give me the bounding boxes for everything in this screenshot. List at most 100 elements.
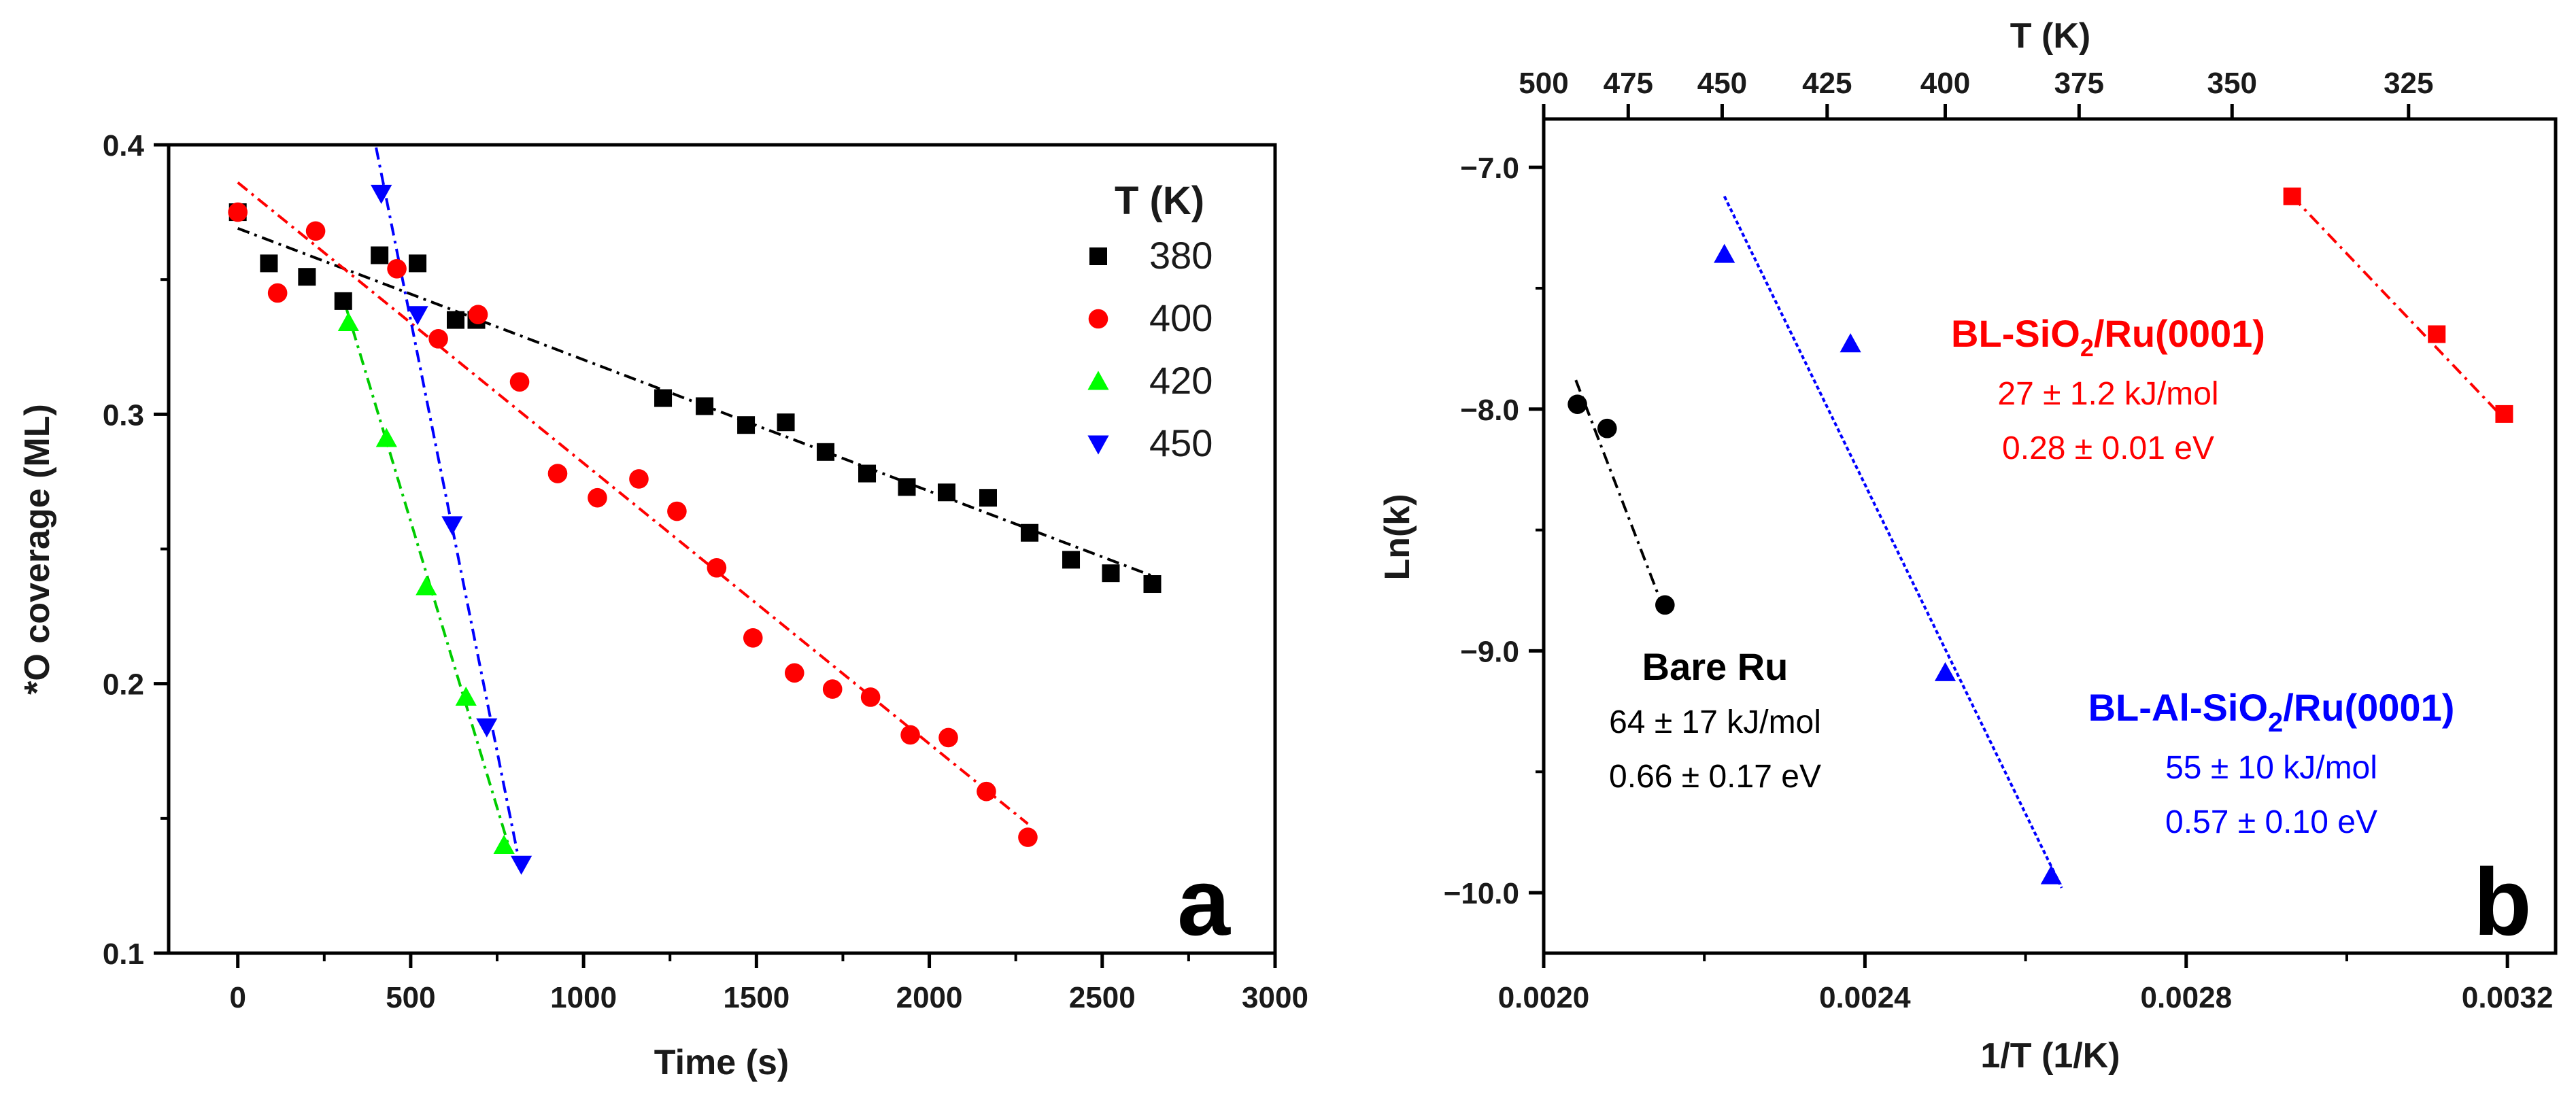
panel-a-legend-label-380: 380 <box>1149 234 1213 277</box>
panel-b-plot-frame <box>1542 117 2558 955</box>
panel-a-y-tick-label: 0.1 <box>103 938 144 971</box>
panel-a-legend-label-400: 400 <box>1149 296 1213 339</box>
panel-a-series-400-point-0 <box>228 202 248 222</box>
panel-a-series-380-point-14 <box>898 478 916 496</box>
panel-a-series-400-point-2 <box>305 221 326 241</box>
panel-a-series-380-point-9 <box>696 397 714 415</box>
panel-a-series-400-point-1 <box>267 283 288 303</box>
panel-a-series-400-point-17 <box>938 727 958 748</box>
panel-b-x-axis-label: 1/T (1/K) <box>1980 1036 2120 1076</box>
panel-a-series-380-point-11 <box>777 413 795 432</box>
panel-b-top-tick-label: 425 <box>1802 67 1852 100</box>
panel-a-x-tick-label: 500 <box>386 981 435 1014</box>
panel-a-series-380-point-10 <box>737 416 756 434</box>
panel-b-y-tick-label: −10.0 <box>1444 877 1519 910</box>
annotation-bl-sio2-title: BL-SiO2/Ru(0001) <box>1951 312 2265 362</box>
panel-a-series-380-point-1 <box>260 254 278 273</box>
panel-b-top-tick-label: 450 <box>1697 67 1747 100</box>
panel-a-series-400-point-14 <box>822 679 843 699</box>
panel-b-x-tick-label: 0.0020 <box>1498 981 1590 1014</box>
annotation-bare-ru: Bare Ru 64 ± 17 kJ/mol 0.66 ± 0.17 eV <box>1609 645 1821 795</box>
panel-a-series-380-point-18 <box>1062 551 1081 569</box>
panel-a-x-tick-label: 0 <box>229 981 245 1014</box>
panel-b: 0.0020 0.0024 0.0028 0.0032 −10.0 −9.0 −8.0 −7… <box>1378 16 2558 1076</box>
panel-b-top-tick-label: 500 <box>1519 67 1568 100</box>
panel-a-series-400-point-6 <box>509 372 530 392</box>
panel-a-x-ticks: 0 500 1000 1500 2000 2500 3000 <box>229 953 1308 1014</box>
panel-b-letter: b <box>2473 848 2532 955</box>
panel-a-series-400-point-15 <box>860 687 881 707</box>
annotation-bl-sio2-line-1: 27 ± 1.2 kJ/mol <box>1997 376 2218 412</box>
panel-b-top-ticks: 500 475 450 425 400 375 350 325 <box>1519 67 2434 119</box>
annotation-bare-ru-line-1: 64 ± 17 kJ/mol <box>1609 704 1821 740</box>
panel-a-series-420-point-4 <box>493 834 515 854</box>
panel-a-series-380-point-5 <box>409 254 427 273</box>
annotation-bl-al-sio2-line-1: 55 ± 10 kJ/mol <box>2165 750 2377 786</box>
panel-b-top-tick-label: 325 <box>2384 67 2433 100</box>
panel-b-series-1-point-1 <box>2428 325 2446 343</box>
annotation-bl-sio2-title-end: /Ru(0001) <box>2094 312 2265 355</box>
panel-b-y-tick-label: −7.0 <box>1460 152 1519 185</box>
panel-b-fit-line-2 <box>1723 195 2063 889</box>
panel-a-legend-label-420: 420 <box>1149 359 1213 402</box>
panel-b-y-ticks: −10.0 −9.0 −8.0 −7.0 <box>1444 152 1544 910</box>
panel-b-y-tick-label: −8.0 <box>1460 394 1519 427</box>
panel-a-series-400-point-11 <box>707 557 727 578</box>
panel-a-series-450-point-3 <box>476 718 498 738</box>
panel-b-fit-line-0 <box>1574 379 1667 613</box>
panel-b-y-tick-label: −9.0 <box>1460 635 1519 668</box>
panel-a-series-380-point-17 <box>1021 523 1039 542</box>
panel-a-y-axis-label: *O coverage (ML) <box>18 404 57 695</box>
panel-b-x-tick-label: 0.0028 <box>2140 981 2232 1014</box>
panel-a-series-380-point-16 <box>979 489 997 507</box>
panel-b-series-2-point-1 <box>1840 333 1861 353</box>
panel-a-series-380-point-2 <box>298 268 316 286</box>
panel-b-fit-line-1 <box>2291 195 2505 420</box>
panel-b-series-2-point-0 <box>1714 243 1735 263</box>
panel-a-x-tick-label: 1000 <box>550 981 617 1014</box>
panel-a-y-tick-label: 0.4 <box>103 129 145 162</box>
panel-a-series-400-point-10 <box>667 501 687 521</box>
panel-a-legend-marker-400-point-0 <box>1088 309 1108 329</box>
panel-b-points <box>1567 187 2513 884</box>
panel-a-series-450-point-1 <box>407 306 428 326</box>
panel-b-series-1-point-0 <box>2283 187 2301 205</box>
panel-a-x-axis-label: Time (s) <box>654 1043 789 1082</box>
panel-b-top-tick-label: 475 <box>1604 67 1653 100</box>
panel-b-series-0-point-1 <box>1597 418 1617 439</box>
panel-a-series-420-point-0 <box>337 311 359 332</box>
panel-a-fit-line-450 <box>375 147 523 873</box>
panel-a-points <box>228 184 1162 875</box>
panel-b-x-tick-label: 0.0024 <box>1819 981 1911 1014</box>
panel-a-x-tick-label: 3000 <box>1242 981 1308 1014</box>
panel-a-series-400-point-13 <box>784 663 804 683</box>
panel-b-y-axis-label: Ln(k) <box>1378 494 1417 580</box>
panel-a-fit-line-420 <box>343 303 513 854</box>
panel-a-legend: 380 400 420 450 <box>1087 234 1213 464</box>
panel-b-series-1-point-2 <box>2495 405 2513 423</box>
panel-a-legend-marker-450-point-0 <box>1087 435 1109 455</box>
panel-a-legend-marker-380-point-0 <box>1089 247 1107 265</box>
panel-a-series-380-point-13 <box>858 464 877 483</box>
annotation-bl-al-sio2: BL-Al-SiO2/Ru(0001) 55 ± 10 kJ/mol 0.57 … <box>2088 686 2455 840</box>
panel-a-series-400-point-3 <box>387 259 407 279</box>
panel-a-x-tick-label: 2000 <box>896 981 963 1014</box>
panel-a-series-380-point-20 <box>1143 575 1162 594</box>
panel-a-series-450-point-0 <box>371 184 392 204</box>
panel-a-series-380-point-15 <box>937 483 955 502</box>
annotation-bare-ru-title: Bare Ru <box>1642 645 1789 688</box>
panel-b-top-tick-label: 350 <box>2207 67 2257 100</box>
panel-b-top-tick-label: 375 <box>2054 67 2104 100</box>
panel-a-series-400-point-7 <box>547 464 568 483</box>
annotation-bl-al-sio2-title-main: BL-Al-SiO <box>2088 686 2268 729</box>
panel-a-series-400-point-4 <box>428 329 448 349</box>
panel-a-series-400-point-16 <box>900 725 920 745</box>
annotation-bl-sio2-line-2: 0.28 ± 0.01 eV <box>2002 430 2214 466</box>
annotation-bl-sio2-title-main: BL-SiO <box>1951 312 2080 355</box>
panel-a-series-400-point-18 <box>977 781 996 802</box>
panel-a-series-400-point-12 <box>743 628 763 648</box>
panel-a-series-400-point-19 <box>1018 827 1038 847</box>
panel-a-letter: a <box>1177 848 1231 955</box>
panel-b-top-axis-label: T (K) <box>2010 16 2090 56</box>
